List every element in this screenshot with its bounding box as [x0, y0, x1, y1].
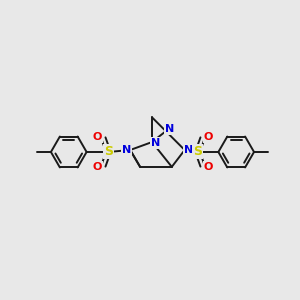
- Text: N: N: [184, 145, 193, 155]
- Text: S: S: [104, 146, 113, 158]
- Text: O: O: [204, 162, 213, 172]
- Text: N: N: [151, 138, 160, 148]
- Text: O: O: [93, 162, 102, 172]
- Text: O: O: [93, 132, 102, 142]
- Text: S: S: [193, 146, 202, 158]
- Text: O: O: [204, 132, 213, 142]
- Text: N: N: [122, 145, 131, 155]
- Text: N: N: [165, 124, 174, 134]
